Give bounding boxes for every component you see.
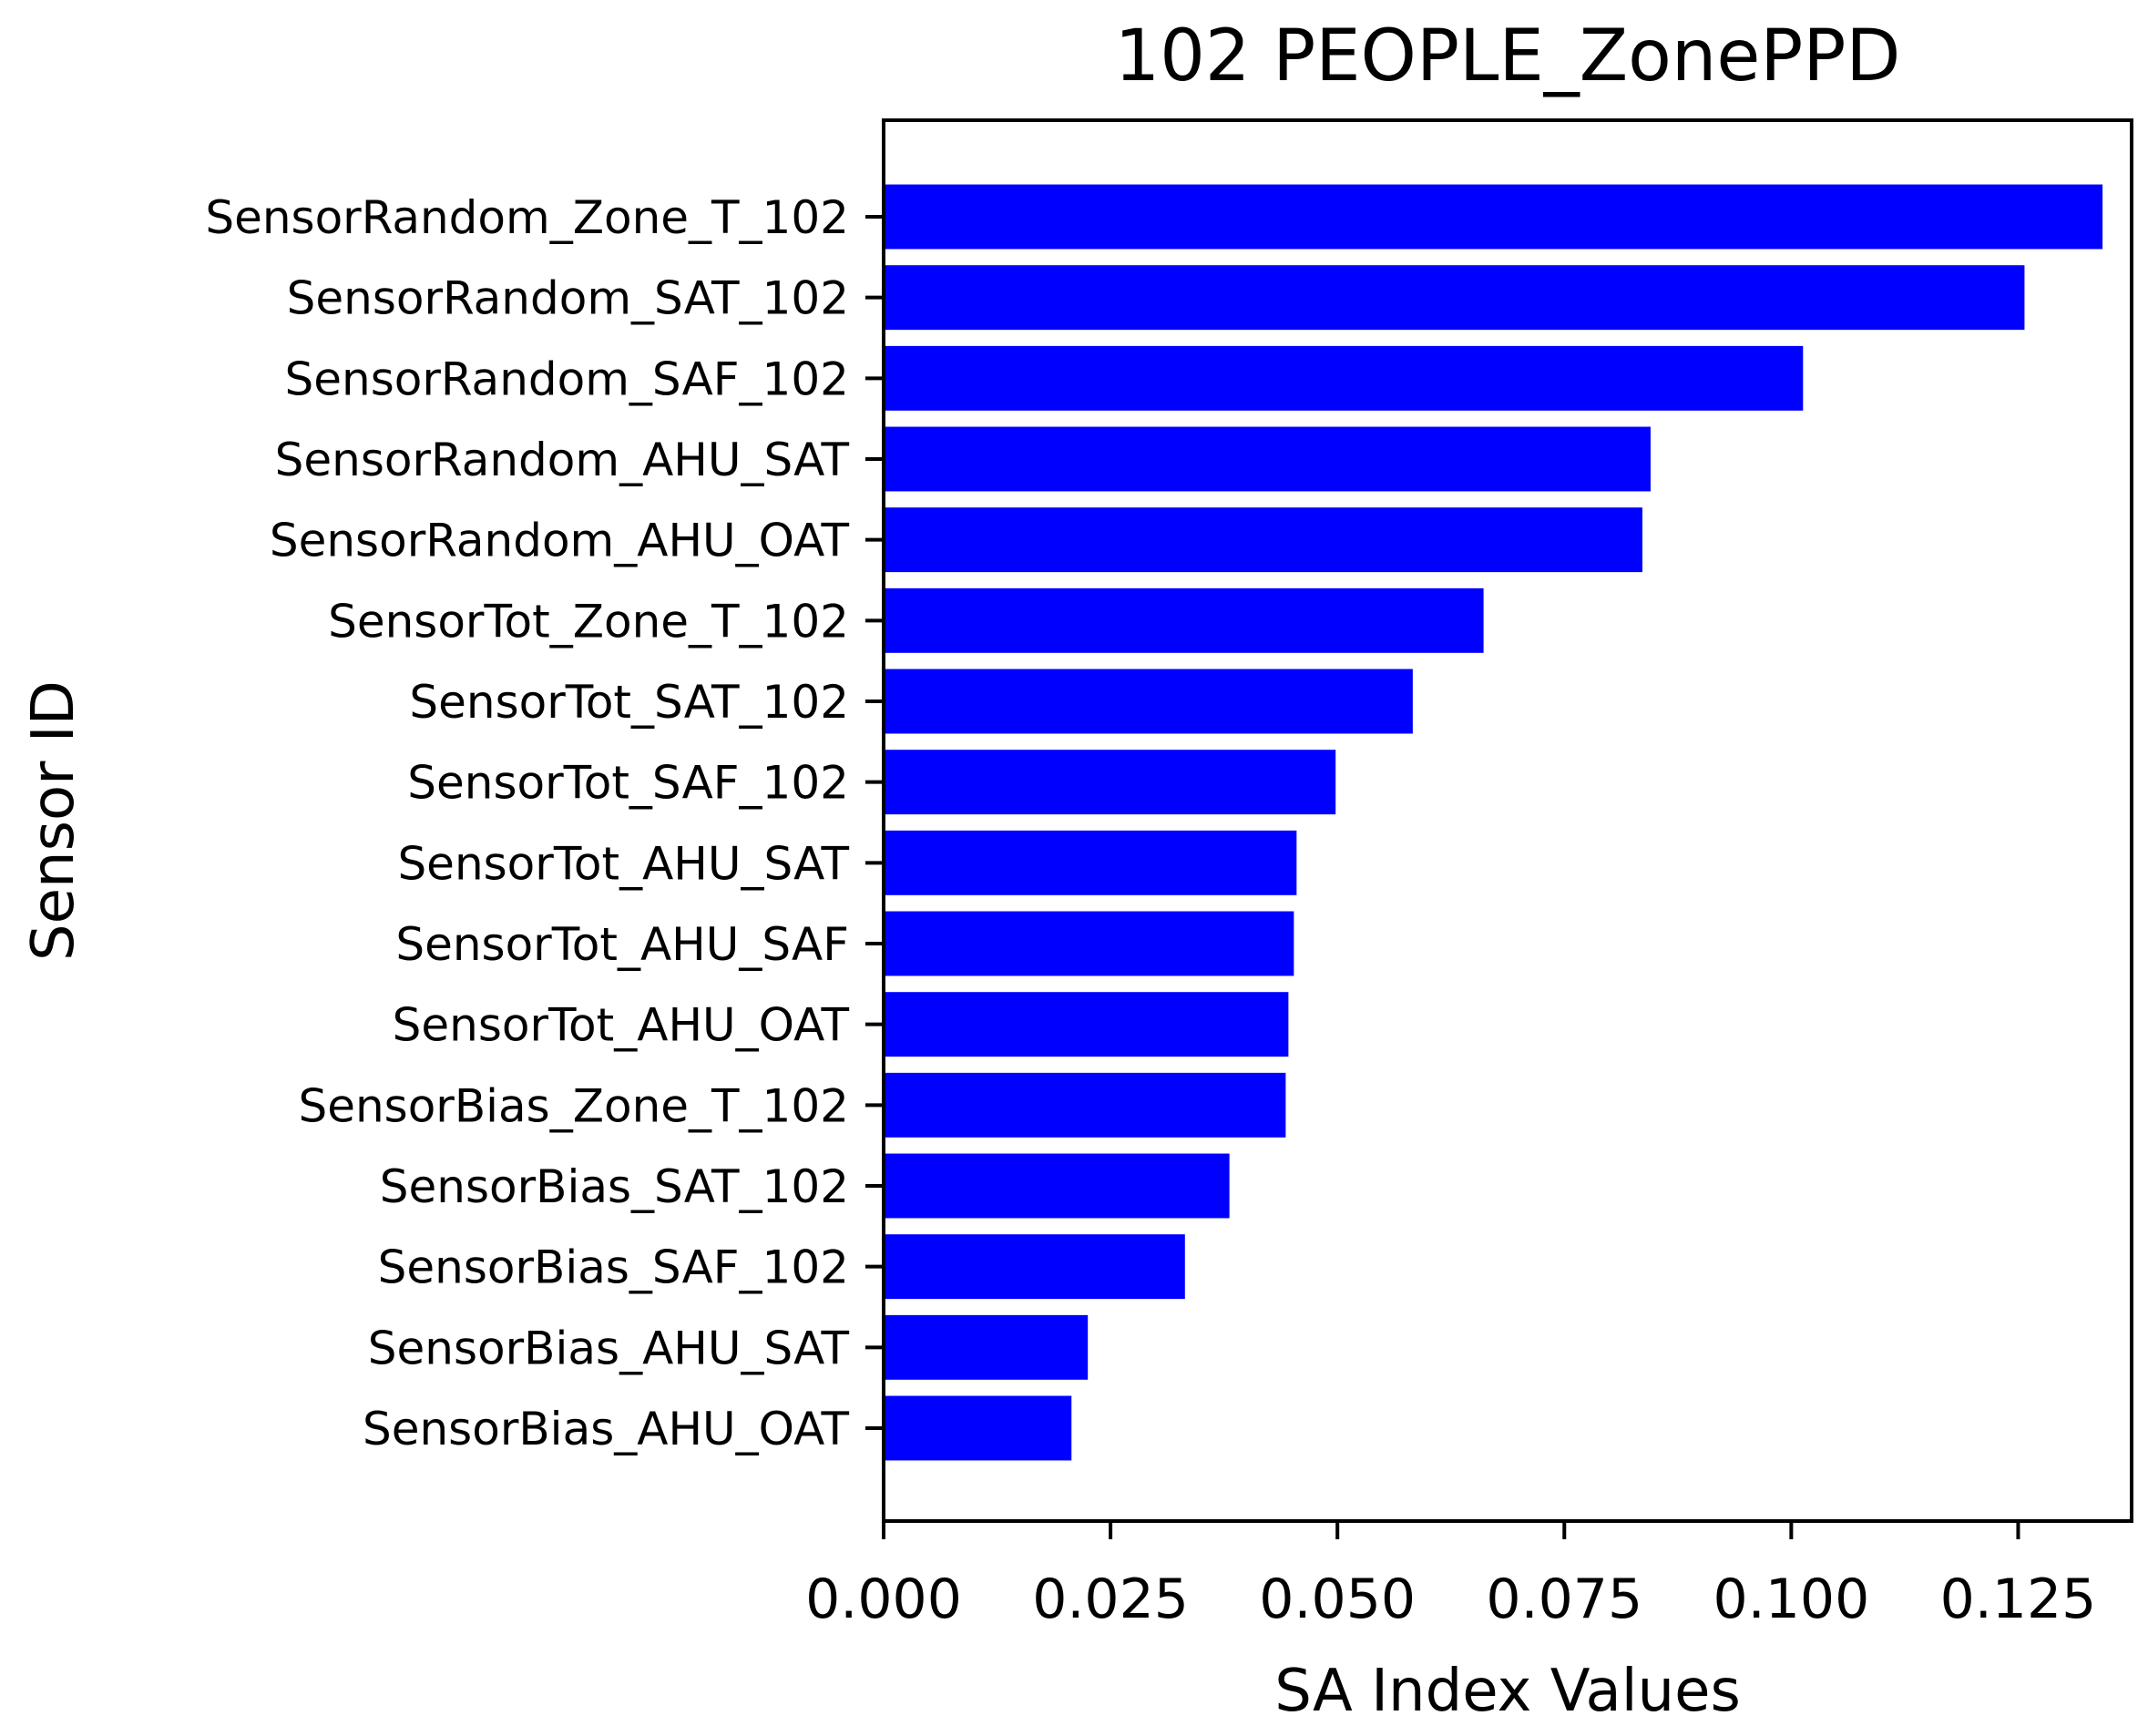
y-tick-label: SensorTot_AHU_OAT	[393, 999, 850, 1052]
bar	[884, 507, 1642, 573]
x-tick-label: 0.125	[1940, 1568, 2097, 1631]
y-tick-label: SensorTot_Zone_T_102	[328, 595, 849, 648]
y-tick-label: SensorRandom_AHU_SAT	[275, 434, 850, 486]
bar	[884, 345, 1804, 411]
bar	[884, 587, 1484, 653]
bar	[884, 1234, 1185, 1300]
y-tick-label: SensorBias_AHU_SAT	[368, 1322, 850, 1374]
bar	[884, 184, 2103, 250]
x-axis-label: SA Index Values	[1274, 1658, 1741, 1725]
y-tick-label: SensorRandom_Zone_T_102	[205, 191, 849, 244]
x-tick-label: 0.025	[1032, 1568, 1189, 1631]
x-tick-label: 0.000	[805, 1568, 962, 1631]
y-tick-label: SensorBias_AHU_OAT	[363, 1403, 849, 1455]
x-tick-label: 0.050	[1259, 1568, 1416, 1631]
plot-frame	[882, 118, 2133, 1523]
y-axis-ticks: SensorRandom_Zone_T_102 SensorRandom_SAT_…	[205, 191, 884, 1455]
bar	[884, 1153, 1230, 1219]
bar	[884, 992, 1289, 1057]
y-tick-label: SensorBias_Zone_T_102	[298, 1079, 849, 1132]
y-tick-label: SensorBias_SAT_102	[380, 1160, 849, 1213]
bar	[884, 911, 1294, 976]
y-tick-label: SensorBias_SAF_102	[378, 1241, 849, 1294]
bar	[884, 1395, 1072, 1461]
x-tick-label: 0.100	[1713, 1568, 1869, 1631]
y-tick-label: SensorRandom_SAT_102	[287, 272, 849, 325]
x-axis-ticks: 0.000 0.025 0.050 0.075 0.100 0.125	[805, 1521, 2096, 1631]
y-tick-label: SensorRandom_SAF_102	[285, 352, 849, 405]
bar	[884, 830, 1297, 895]
y-axis-label: Sensor ID	[20, 680, 87, 961]
bar	[884, 265, 2025, 331]
bar	[884, 750, 1336, 815]
x-tick-label: 0.075	[1486, 1568, 1642, 1631]
bar	[884, 426, 1651, 492]
bar	[884, 1314, 1089, 1380]
bars	[884, 184, 2103, 1461]
bar	[884, 669, 1413, 734]
y-tick-label: SensorTot_AHU_SAF	[395, 918, 849, 971]
chart-title: 102 PEOPLE_ZonePPD	[1115, 15, 1901, 97]
bar	[884, 1072, 1286, 1138]
y-tick-label: SensorRandom_AHU_OAT	[270, 515, 850, 567]
y-tick-label: SensorTot_SAF_102	[407, 757, 849, 810]
y-tick-label: SensorTot_AHU_SAT	[397, 837, 849, 890]
y-tick-label: SensorTot_SAT_102	[409, 676, 849, 729]
